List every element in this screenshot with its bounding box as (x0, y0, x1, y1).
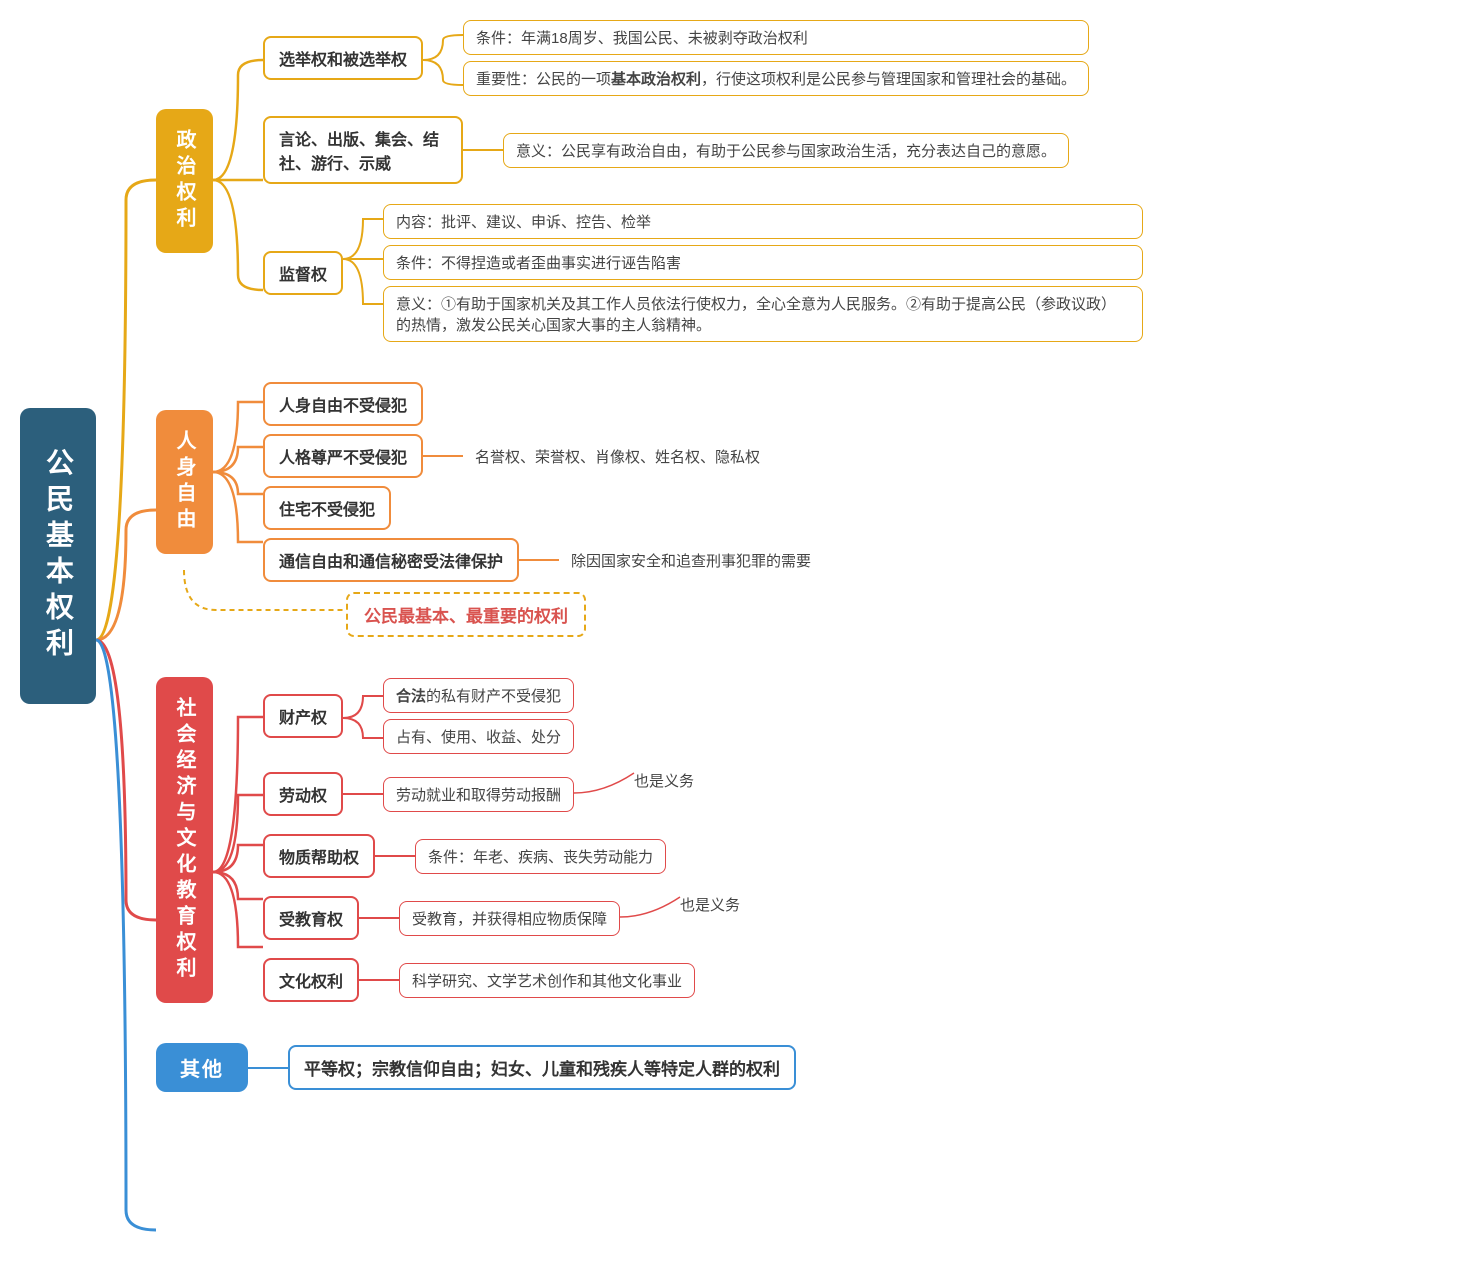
sub-culture: 文化权利 (263, 958, 359, 1002)
leaf: 条件：年老、疾病、丧失劳动能力 (415, 839, 666, 874)
note-duty: 也是义务 (680, 894, 740, 915)
sub-dignity: 人格尊严不受侵犯 (263, 434, 423, 478)
special-note: 公民最基本、最重要的权利 (346, 592, 586, 637)
leaf: 内容：批评、建议、申诉、控告、检举 (383, 204, 1143, 239)
leaf: 除因国家安全和追查刑事犯罪的需要 (559, 544, 823, 577)
leaf: 意义：公民享有政治自由，有助于公民参与国家政治生活，充分表达自己的意愿。 (503, 133, 1069, 168)
sub-speech: 言论、出版、集会、结社、游行、示威 (263, 116, 463, 184)
node-social: 社会经济与文化教育权利 (156, 677, 213, 1003)
branch-personal: 人身自由 人身自由不受侵犯 (156, 382, 1143, 637)
sub-property: 财产权 (263, 694, 343, 738)
leaf: 受教育，并获得相应物质保障 (399, 901, 620, 936)
leaf: 合法的私有财产不受侵犯 (383, 678, 574, 713)
note-duty: 也是义务 (634, 770, 694, 791)
root-node: 公民基本权利 (20, 408, 96, 704)
leaf: 劳动就业和取得劳动报酬 (383, 777, 574, 812)
sub-election: 选举权和被选举权 (263, 36, 423, 80)
node-other: 其他 (156, 1043, 248, 1092)
leaf: 意义：①有助于国家机关及其工作人员依法行使权力，全心全意为人民服务。②有助于提高… (383, 286, 1143, 342)
leaf: 名誉权、荣誉权、肖像权、姓名权、隐私权 (463, 440, 772, 473)
branch-political: 政治权利 选举权和被选举权 (156, 20, 1143, 342)
leaf: 占有、使用、收益、处分 (383, 719, 574, 754)
branches: 政治权利 选举权和被选举权 (156, 20, 1143, 1092)
sub-personal-freedom: 人身自由不受侵犯 (263, 382, 423, 426)
leaf: 条件：不得捏造或者歪曲事实进行诬告陷害 (383, 245, 1143, 280)
leaf: 条件：年满18周岁、我国公民、未被剥夺政治权利 (463, 20, 1089, 55)
sub-education: 受教育权 (263, 896, 359, 940)
mindmap-root: 公民基本权利 政治权利 选举权和被选举权 (20, 20, 1448, 1092)
branch-other: 其他 平等权；宗教信仰自由；妇女、儿童和残疾人等特定人群的权利 (156, 1043, 1143, 1092)
sub-communication: 通信自由和通信秘密受法律保护 (263, 538, 519, 582)
sub-material: 物质帮助权 (263, 834, 375, 878)
sub-labor: 劳动权 (263, 772, 343, 816)
leaf: 重要性：公民的一项基本政治权利，行使这项权利是公民参与管理国家和管理社会的基础。 (463, 61, 1089, 96)
leaf-other: 平等权；宗教信仰自由；妇女、儿童和残疾人等特定人群的权利 (288, 1045, 796, 1090)
leaf: 科学研究、文学艺术创作和其他文化事业 (399, 963, 695, 998)
sub-supervise: 监督权 (263, 251, 343, 295)
branch-social: 社会经济与文化教育权利 财产权 (156, 677, 1143, 1003)
sub-residence: 住宅不受侵犯 (263, 486, 391, 530)
node-political: 政治权利 (156, 109, 213, 253)
node-personal: 人身自由 (156, 410, 213, 554)
